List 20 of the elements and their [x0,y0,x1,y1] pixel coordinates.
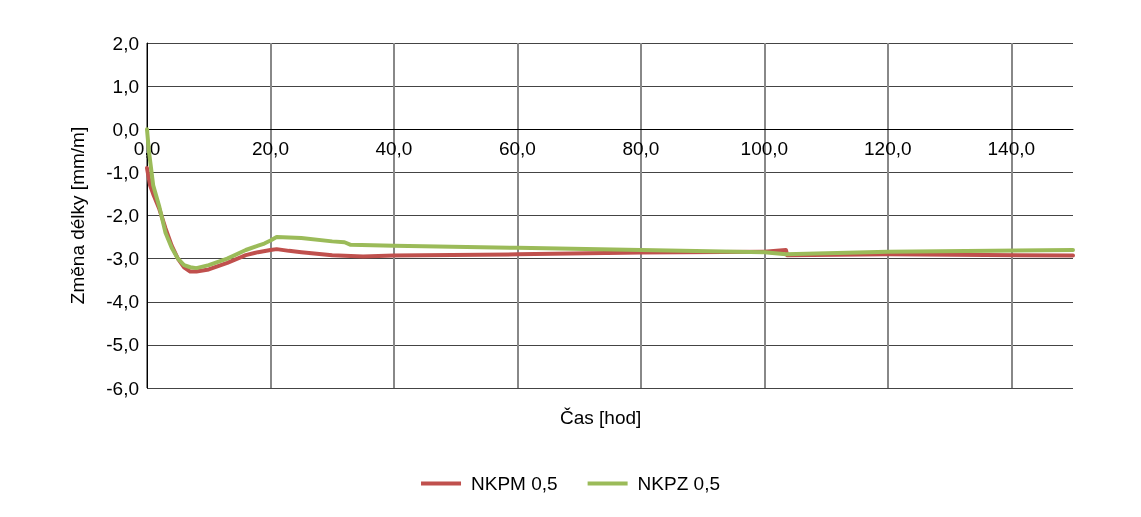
x-axis-title: Čas [hod] [560,407,642,428]
x-tick-label: 140,0 [987,138,1036,160]
x-tick-label: 20,0 [251,138,289,160]
y-tick-label: -5,0 [106,334,139,356]
x-tick-label: 80,0 [622,138,660,160]
y-tick-label: -3,0 [106,248,139,270]
y-tick-label: 2,0 [112,32,139,54]
legend-label: NKPM 0,5 [471,473,558,494]
y-tick-label: -1,0 [106,161,139,183]
x-tick-label: 60,0 [498,138,536,160]
y-tick-label: 1,0 [112,75,139,97]
x-tick-label: 40,0 [375,138,413,160]
y-tick-label: 0,0 [112,118,139,140]
x-tick-label: 120,0 [864,138,912,160]
y-tick-label: -2,0 [106,205,139,226]
y-tick-label: -6,0 [106,377,139,399]
y-tick-label: -4,0 [106,291,139,313]
legend-label: NKPZ 0,5 [637,473,720,494]
x-tick-label: 100,0 [740,138,789,160]
y-axis-title: Změna délky [mm/m] [67,126,88,305]
